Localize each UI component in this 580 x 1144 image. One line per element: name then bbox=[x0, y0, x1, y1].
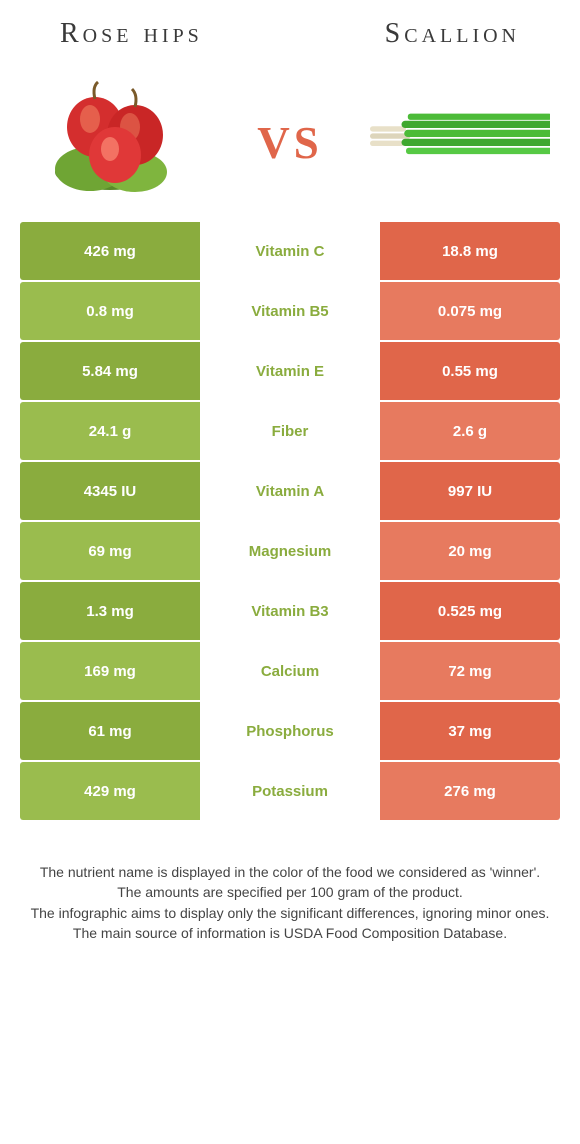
left-value: 1.3 mg bbox=[20, 582, 200, 640]
nutrient-name: Vitamin C bbox=[200, 222, 380, 280]
table-row: 24.1 gFiber2.6 g bbox=[20, 402, 560, 460]
right-value: 0.075 mg bbox=[380, 282, 560, 340]
right-value: 18.8 mg bbox=[380, 222, 560, 280]
left-value: 4345 IU bbox=[20, 462, 200, 520]
table-row: 1.3 mgVitamin B30.525 mg bbox=[20, 582, 560, 640]
left-value: 69 mg bbox=[20, 522, 200, 580]
nutrient-name: Vitamin B3 bbox=[200, 582, 380, 640]
header-right-food: Scallion bbox=[385, 18, 520, 50]
nutrient-name: Fiber bbox=[200, 402, 380, 460]
footer-line: The amounts are specified per 100 gram o… bbox=[30, 882, 550, 902]
right-value: 997 IU bbox=[380, 462, 560, 520]
right-value: 37 mg bbox=[380, 702, 560, 760]
table-row: 426 mgVitamin C18.8 mg bbox=[20, 222, 560, 280]
table-row: 61 mgPhosphorus37 mg bbox=[20, 702, 560, 760]
footer-notes: The nutrient name is displayed in the co… bbox=[0, 822, 580, 943]
table-row: 169 mgCalcium72 mg bbox=[20, 642, 560, 700]
left-value: 61 mg bbox=[20, 702, 200, 760]
table-row: 0.8 mgVitamin B50.075 mg bbox=[20, 282, 560, 340]
nutrient-name: Vitamin E bbox=[200, 342, 380, 400]
nutrient-name: Vitamin B5 bbox=[200, 282, 380, 340]
right-value: 20 mg bbox=[380, 522, 560, 580]
left-value: 169 mg bbox=[20, 642, 200, 700]
vs-label: vs bbox=[257, 100, 323, 174]
nutrient-name: Magnesium bbox=[200, 522, 380, 580]
table-row: 5.84 mgVitamin E0.55 mg bbox=[20, 342, 560, 400]
right-value: 72 mg bbox=[380, 642, 560, 700]
left-value: 5.84 mg bbox=[20, 342, 200, 400]
right-value: 0.525 mg bbox=[380, 582, 560, 640]
nutrient-comparison-table: 426 mgVitamin C18.8 mg0.8 mgVitamin B50.… bbox=[20, 222, 560, 820]
footer-line: The main source of information is USDA F… bbox=[30, 923, 550, 943]
footer-line: The nutrient name is displayed in the co… bbox=[30, 862, 550, 882]
right-value: 276 mg bbox=[380, 762, 560, 820]
nutrient-name: Calcium bbox=[200, 642, 380, 700]
footer-line: The infographic aims to display only the… bbox=[30, 903, 550, 923]
scallion-image bbox=[370, 72, 550, 202]
comparison-header: Rose hips Scallion bbox=[0, 0, 580, 62]
header-left-food: Rose hips bbox=[60, 18, 203, 50]
left-value: 0.8 mg bbox=[20, 282, 200, 340]
left-value: 429 mg bbox=[20, 762, 200, 820]
rose-hips-image bbox=[30, 72, 210, 202]
right-value: 0.55 mg bbox=[380, 342, 560, 400]
table-row: 4345 IUVitamin A997 IU bbox=[20, 462, 560, 520]
table-row: 429 mgPotassium276 mg bbox=[20, 762, 560, 820]
right-value: 2.6 g bbox=[380, 402, 560, 460]
table-row: 69 mgMagnesium20 mg bbox=[20, 522, 560, 580]
nutrient-name: Vitamin A bbox=[200, 462, 380, 520]
left-value: 24.1 g bbox=[20, 402, 200, 460]
nutrient-name: Potassium bbox=[200, 762, 380, 820]
left-value: 426 mg bbox=[20, 222, 200, 280]
vs-row: vs bbox=[0, 62, 580, 222]
nutrient-name: Phosphorus bbox=[200, 702, 380, 760]
